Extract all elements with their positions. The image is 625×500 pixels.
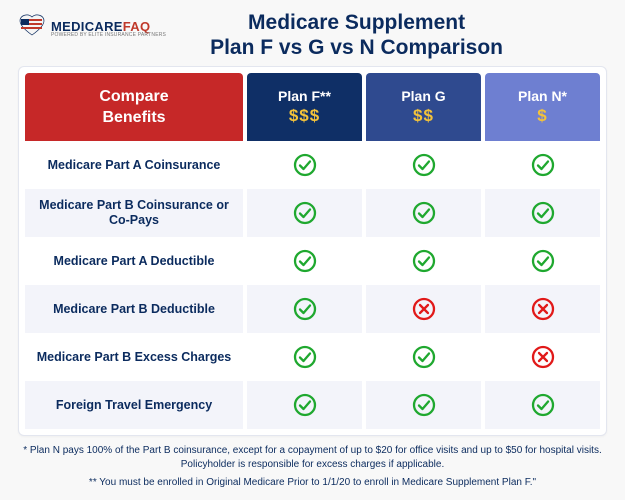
check-icon (412, 201, 436, 225)
logo-brand: MEDICAREFAQ (51, 20, 166, 33)
benefit-label: Medicare Part A Deductible (25, 237, 243, 285)
check-icon (293, 249, 317, 273)
col-header-plan-1: Plan G$$ (366, 73, 481, 141)
logo-tagline: POWERED BY ELITE INSURANCE PARTNERS (51, 33, 166, 38)
footnote: * Plan N pays 100% of the Part B coinsur… (18, 444, 607, 471)
check-icon (531, 393, 555, 417)
benefit-cell (485, 381, 600, 429)
benefit-cell (247, 381, 362, 429)
check-icon (412, 393, 436, 417)
benefit-cell (485, 189, 600, 237)
benefit-cell (485, 141, 600, 189)
benefit-cell (247, 285, 362, 333)
footnote: ** You must be enrolled in Original Medi… (18, 476, 607, 490)
benefit-cell (366, 333, 481, 381)
check-icon (531, 201, 555, 225)
cross-icon (531, 297, 555, 321)
footnotes: * Plan N pays 100% of the Part B coinsur… (18, 444, 607, 495)
header: MEDICAREFAQ POWERED BY ELITE INSURANCE P… (18, 10, 607, 60)
col-header-benefits: CompareBenefits (25, 73, 243, 141)
benefit-cell (247, 189, 362, 237)
check-icon (293, 297, 317, 321)
benefit-cell (247, 237, 362, 285)
benefit-cell (485, 285, 600, 333)
comparison-table: CompareBenefitsPlan F**$$$Plan G$$Plan N… (18, 66, 607, 436)
logo: MEDICAREFAQ POWERED BY ELITE INSURANCE P… (18, 14, 166, 43)
flag-icon (18, 14, 46, 43)
benefit-cell (366, 381, 481, 429)
col-header-plan-0: Plan F**$$$ (247, 73, 362, 141)
check-icon (293, 201, 317, 225)
benefit-cell (366, 189, 481, 237)
check-icon (412, 249, 436, 273)
page-title: Medicare SupplementPlan F vs G vs N Comp… (176, 10, 607, 60)
cross-icon (412, 297, 436, 321)
benefit-cell (366, 141, 481, 189)
col-header-plan-2: Plan N*$ (485, 73, 600, 141)
benefit-cell (247, 333, 362, 381)
check-icon (293, 393, 317, 417)
benefit-cell (366, 285, 481, 333)
benefit-cell (366, 237, 481, 285)
benefit-cell (247, 141, 362, 189)
benefit-label: Medicare Part A Coinsurance (25, 141, 243, 189)
cross-icon (531, 345, 555, 369)
benefit-label: Foreign Travel Emergency (25, 381, 243, 429)
check-icon (293, 153, 317, 177)
check-icon (412, 153, 436, 177)
check-icon (293, 345, 317, 369)
check-icon (531, 153, 555, 177)
benefit-cell (485, 333, 600, 381)
benefit-cell (485, 237, 600, 285)
benefit-label: Medicare Part B Deductible (25, 285, 243, 333)
benefit-label: Medicare Part B Excess Charges (25, 333, 243, 381)
check-icon (531, 249, 555, 273)
benefit-label: Medicare Part B Coinsurance or Co-Pays (25, 189, 243, 237)
check-icon (412, 345, 436, 369)
